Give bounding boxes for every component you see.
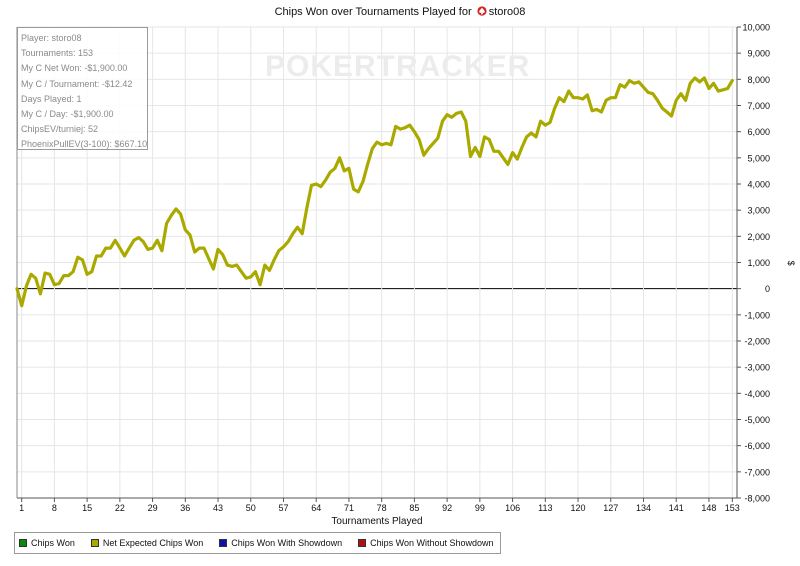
player-stats-box: Player: storo08 Tournaments: 153 My C Net … (17, 27, 148, 150)
legend-item[interactable]: Chips Won With Showdown (219, 538, 342, 548)
legend-label: Chips Won (31, 538, 75, 548)
stat-line: Tournaments: 153 (21, 48, 94, 59)
x-tick-label: 71 (344, 503, 354, 513)
chart-legend: Chips Won Net Expected Chips Won Chips Won… (14, 532, 501, 554)
y-tick-label: 10,000 (742, 23, 770, 33)
x-tick-label: 148 (701, 503, 716, 513)
legend-swatch (219, 539, 228, 547)
chart-title: Chips Won over Tournaments Played for st… (0, 6, 800, 18)
x-tick-label: 153 (725, 503, 740, 513)
x-tick-label: 134 (636, 503, 651, 513)
chart-title-player: storo08 (488, 6, 526, 18)
series-line-net-expected-chips-won (15, 76, 734, 308)
x-tick-label: 85 (409, 503, 419, 513)
x-tick-label: 43 (213, 503, 223, 513)
stat-line: ChipsEV/turniej: 52 (21, 124, 99, 135)
x-tick-label: 113 (538, 503, 552, 513)
legend-label: Chips Won With Showdown (231, 538, 343, 548)
legend-swatch (90, 539, 99, 547)
x-tick-label: 15 (82, 503, 92, 513)
y-tick-label: 7,000 (747, 101, 770, 111)
legend-item[interactable]: Chips Won Without Showdown (358, 538, 494, 548)
y-tick-label: -4,000 (744, 389, 770, 399)
x-tick-label: 106 (505, 503, 520, 513)
y-tick-label: 9,000 (747, 49, 770, 59)
x-tick-label: 36 (180, 503, 190, 513)
y-tick-label: -8,000 (744, 494, 770, 504)
y-tick-label: -6,000 (744, 441, 770, 451)
stat-line: Player: storo08 (21, 33, 82, 43)
y-tick-label: 1,000 (747, 258, 770, 268)
legend-swatch (19, 539, 27, 547)
x-tick-label: 22 (115, 503, 125, 513)
legend-swatch (358, 539, 367, 547)
y-tick-label: -5,000 (744, 415, 770, 425)
x-tick-label: 50 (246, 503, 256, 513)
pokertracker-watermark: POKERTRACKER (265, 50, 531, 83)
stat-line: Days Played: 1 (21, 93, 82, 104)
y-tick-label: 6,000 (747, 127, 770, 137)
x-tick-label: 1 (19, 503, 24, 513)
y-tick-label: -2,000 (744, 337, 770, 347)
x-tick-label: 120 (571, 503, 586, 513)
x-tick-label: 141 (669, 503, 684, 513)
y-tick-label: -7,000 (744, 467, 770, 477)
x-tick-label: 78 (377, 503, 387, 513)
y-tick-label: 5,000 (747, 153, 770, 163)
stat-line: My C / Tournament: -$12.42 (21, 78, 133, 89)
x-tick-label: 64 (311, 503, 321, 513)
stat-line: My C / Day: -$1,900.00 (21, 108, 114, 119)
x-tick-label: 8 (52, 503, 57, 513)
y-tick-label: -1,000 (744, 310, 770, 320)
gridlines (17, 26, 737, 499)
x-tick-label: 99 (475, 503, 485, 513)
legend-label: Net Expected Chips Won (102, 538, 204, 548)
spade-logo-icon (477, 6, 487, 16)
stat-line: My C Net Won: -$1,900.00 (21, 63, 128, 74)
legend-label: Chips Won Without Showdown (370, 538, 494, 548)
x-tick-label: 127 (603, 503, 618, 513)
legend-item[interactable]: Net Expected Chips Won (90, 538, 204, 548)
y-tick-label: 4,000 (747, 180, 770, 190)
series-layer (15, 76, 734, 308)
tick-labels: 10,000 9,000 8,000 7,000 6,000 5,000 4,000 3,00… (19, 23, 796, 514)
y-tick-label: 2,000 (747, 232, 770, 242)
chart-title-prefix: Chips Won over Tournaments Played for (274, 6, 472, 18)
stat-line: PhoenixPullEV(3-100): $667.10 (21, 139, 148, 150)
legend-item[interactable]: Chips Won (19, 538, 75, 548)
y-axis-label: $ (786, 261, 796, 266)
y-tick-label: 0 (765, 284, 770, 294)
x-tick-label: 57 (278, 503, 288, 513)
x-axis-label: Tournaments Played (331, 516, 423, 527)
x-tick-label: 29 (148, 503, 158, 513)
x-tick-label: 92 (442, 503, 452, 513)
y-tick-label: -3,000 (744, 363, 770, 373)
y-tick-label: 8,000 (747, 75, 770, 85)
y-tick-label: 3,000 (747, 206, 770, 216)
